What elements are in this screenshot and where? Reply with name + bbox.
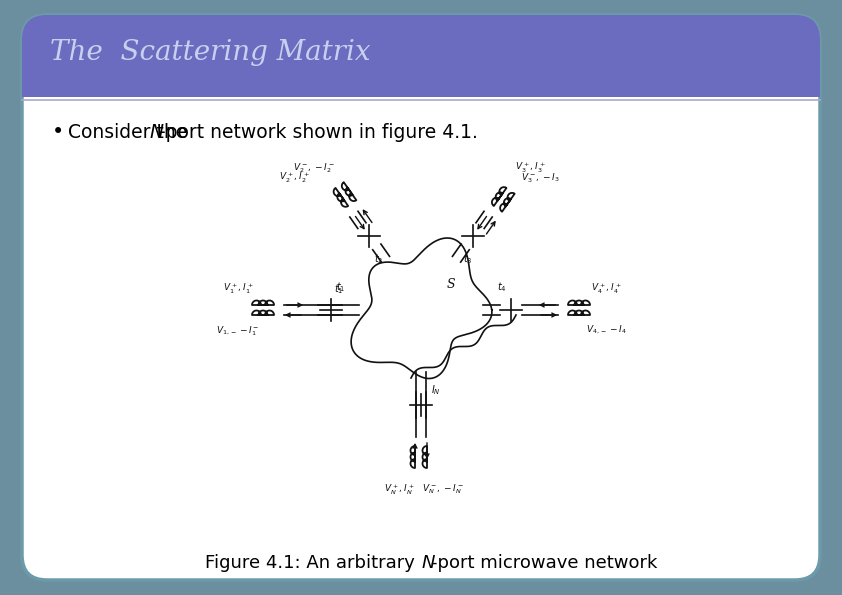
Text: $\mathit{t}_1$: $\mathit{t}_1$: [334, 282, 344, 296]
Text: $V_1^+, I_1^+$: $V_1^+, I_1^+$: [222, 282, 253, 296]
Text: $V_3^+, I_3^+$: $V_3^+, I_3^+$: [514, 161, 546, 175]
Text: N: N: [422, 554, 435, 572]
Text: $V_3^-, -I_3$: $V_3^-, -I_3$: [520, 171, 559, 185]
Text: $\mathit{t}_2$: $\mathit{t}_2$: [375, 252, 384, 266]
Text: $V_{1,-}-I_1^-$: $V_{1,-}-I_1^-$: [216, 324, 260, 337]
Text: -port microwave network: -port microwave network: [431, 554, 658, 572]
Text: $V_4^+, I_4^+$: $V_4^+, I_4^+$: [591, 282, 621, 296]
Polygon shape: [351, 238, 492, 378]
Text: $\mathit{t}_4$: $\mathit{t}_4$: [497, 280, 507, 294]
Text: $V_N^-, -I_N^-$: $V_N^-, -I_N^-$: [422, 483, 464, 496]
Text: Figure 4.1: An arbitrary: Figure 4.1: An arbitrary: [205, 554, 421, 572]
Text: S: S: [447, 278, 456, 292]
Text: $\mathit{I}_N$: $\mathit{I}_N$: [431, 383, 440, 397]
Text: $V_{4,-}-I_4$: $V_{4,-}-I_4$: [586, 324, 626, 336]
Bar: [22, 72, 820, 97]
Text: Consider the: Consider the: [68, 123, 194, 142]
Text: $\mathit{t}_1$: $\mathit{t}_1$: [336, 280, 345, 294]
Text: -port network shown in figure 4.1.: -port network shown in figure 4.1.: [159, 123, 478, 142]
Text: $\mathit{t}_3$: $\mathit{t}_3$: [462, 252, 472, 266]
Text: $V_N^+, I_N^+$: $V_N^+, I_N^+$: [384, 483, 414, 497]
FancyBboxPatch shape: [22, 15, 820, 580]
Text: •: •: [52, 122, 64, 142]
Text: N: N: [150, 123, 164, 142]
FancyBboxPatch shape: [22, 15, 820, 97]
Text: The  Scattering Matrix: The Scattering Matrix: [50, 39, 370, 65]
Text: $V_2^-, -I_2^-$: $V_2^-, -I_2^-$: [293, 161, 335, 175]
Text: $V_2^+, I_2^+$: $V_2^+, I_2^+$: [279, 171, 309, 185]
